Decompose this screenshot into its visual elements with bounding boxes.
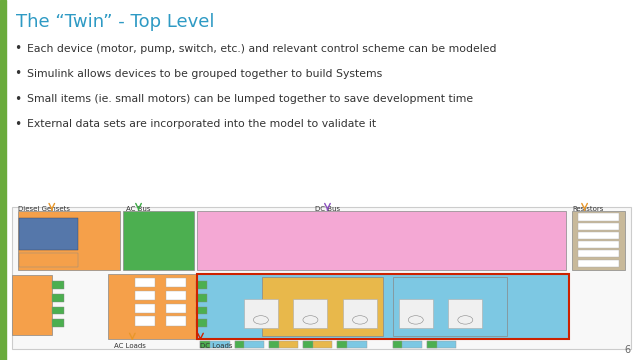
Text: DC Bus: DC Bus	[315, 206, 340, 212]
Bar	[166, 291, 186, 300]
Bar	[19, 252, 78, 267]
Bar	[197, 274, 569, 339]
Bar	[572, 211, 625, 270]
Text: Small items (ie. small motors) can be lumped together to save development time: Small items (ie. small motors) can be lu…	[27, 94, 473, 104]
Bar	[392, 341, 403, 348]
Bar	[262, 277, 383, 336]
Text: AC Bus: AC Bus	[126, 206, 150, 212]
Bar	[123, 211, 195, 270]
Bar	[303, 341, 312, 348]
Bar	[579, 260, 619, 267]
Bar	[427, 341, 436, 348]
Text: •: •	[14, 118, 21, 131]
Bar	[196, 307, 207, 314]
Bar	[196, 294, 207, 302]
Bar	[52, 294, 63, 302]
Bar	[427, 341, 456, 348]
Bar	[269, 341, 298, 348]
Bar	[12, 275, 52, 335]
Bar	[303, 341, 332, 348]
Text: 6: 6	[624, 345, 630, 355]
Bar	[52, 319, 63, 327]
Bar	[196, 319, 207, 327]
Bar	[269, 341, 278, 348]
Text: Simulink allows devices to be grouped together to build Systems: Simulink allows devices to be grouped to…	[27, 69, 382, 79]
Bar	[579, 222, 619, 230]
Text: External data sets are incorporated into the model to validate it: External data sets are incorporated into…	[27, 119, 376, 129]
Bar	[18, 211, 120, 270]
Bar	[399, 300, 433, 328]
Text: DC Loads: DC Loads	[200, 343, 233, 348]
Bar	[196, 281, 207, 289]
Text: Resistors: Resistors	[572, 206, 604, 212]
Bar	[234, 341, 244, 348]
Text: •: •	[14, 42, 21, 55]
Bar	[197, 211, 566, 270]
Bar	[579, 213, 619, 221]
Bar	[200, 341, 211, 348]
Bar	[448, 300, 483, 328]
Bar	[136, 278, 156, 287]
Bar	[343, 300, 377, 328]
Bar	[244, 300, 278, 328]
Bar	[136, 316, 156, 326]
Bar	[19, 219, 78, 250]
Bar	[52, 281, 63, 289]
Bar	[579, 250, 619, 257]
Bar	[197, 274, 569, 339]
Bar	[0, 0, 6, 360]
Text: Each device (motor, pump, switch, etc.) and relevant control scheme can be model: Each device (motor, pump, switch, etc.) …	[27, 44, 497, 54]
Text: •: •	[14, 93, 21, 105]
Bar	[200, 341, 230, 348]
Bar	[166, 304, 186, 313]
Bar	[166, 316, 186, 326]
Text: The “Twin” - Top Level: The “Twin” - Top Level	[16, 13, 214, 31]
Bar	[108, 274, 197, 339]
Bar	[579, 241, 619, 248]
Bar	[392, 341, 422, 348]
Bar	[136, 304, 156, 313]
Bar	[337, 341, 367, 348]
Text: •: •	[14, 67, 21, 80]
Bar	[579, 232, 619, 239]
Bar	[12, 207, 631, 349]
Bar	[293, 300, 328, 328]
Text: Diesel Gensets: Diesel Gensets	[18, 206, 70, 212]
Bar	[392, 277, 507, 336]
Bar	[136, 291, 156, 300]
Bar	[166, 278, 186, 287]
Text: AC Loads: AC Loads	[114, 343, 146, 348]
Bar	[234, 341, 264, 348]
Bar	[52, 307, 63, 314]
Bar	[337, 341, 347, 348]
